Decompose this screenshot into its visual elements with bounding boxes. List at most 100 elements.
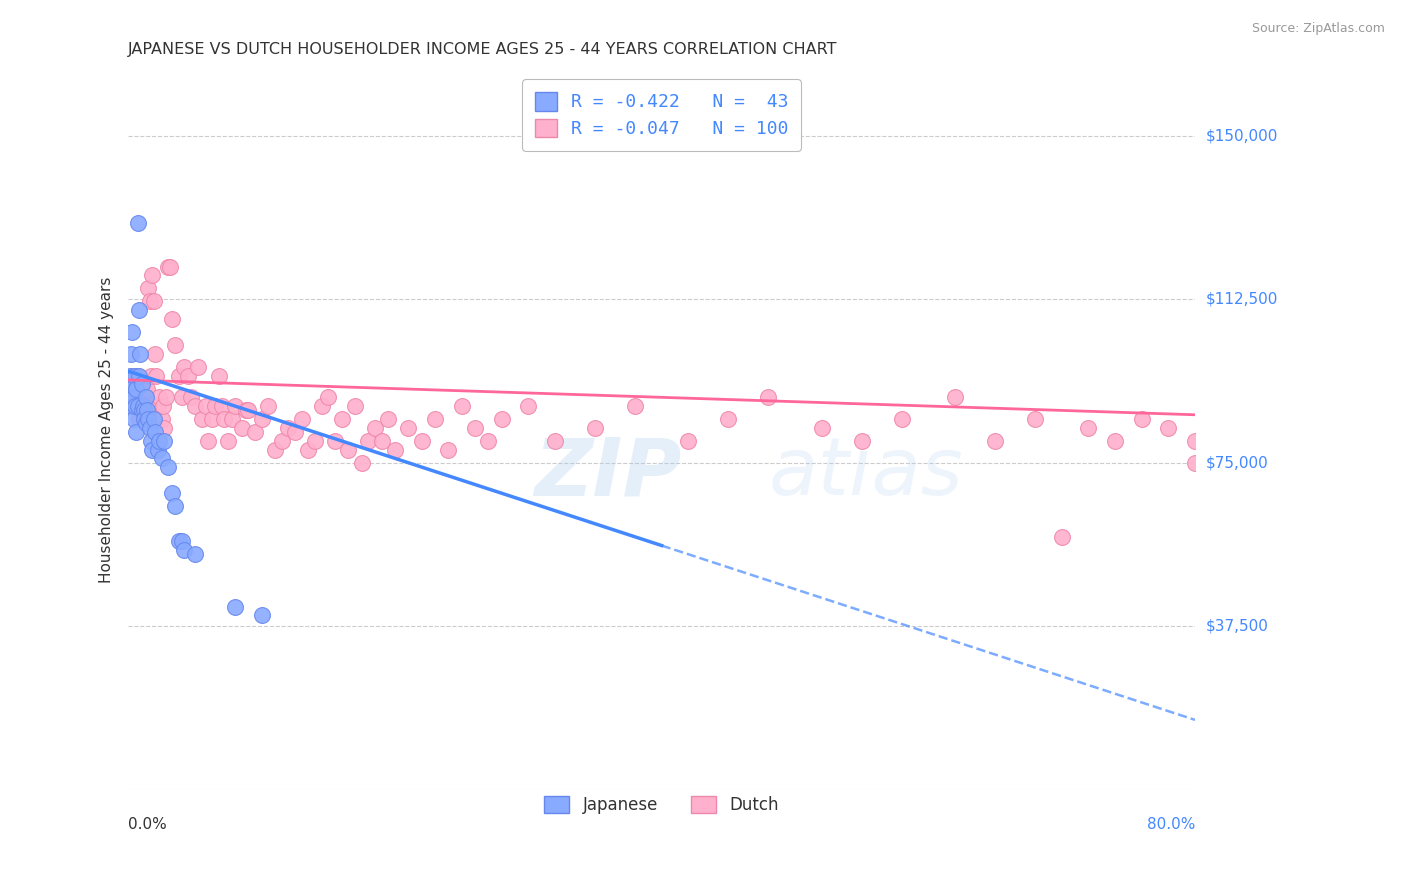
Point <box>148 434 170 448</box>
Point <box>124 399 146 413</box>
Point <box>180 390 202 404</box>
Point <box>159 260 181 274</box>
Point <box>350 456 373 470</box>
Point <box>323 434 346 448</box>
Point <box>127 368 149 383</box>
Point <box>135 417 157 431</box>
Text: $75,000: $75,000 <box>1206 455 1268 470</box>
Point <box>128 368 150 383</box>
Point <box>136 281 159 295</box>
Point <box>132 412 155 426</box>
Text: JAPANESE VS DUTCH HOUSEHOLDER INCOME AGES 25 - 44 YEARS CORRELATION CHART: JAPANESE VS DUTCH HOUSEHOLDER INCOME AGE… <box>128 42 838 57</box>
Point <box>173 359 195 374</box>
Point <box>311 399 333 413</box>
Point <box>544 434 567 448</box>
Point <box>167 368 190 383</box>
Point <box>139 434 162 448</box>
Point <box>128 412 150 426</box>
Point <box>135 403 157 417</box>
Point <box>208 368 231 383</box>
Point <box>135 390 157 404</box>
Point <box>756 390 779 404</box>
Point <box>122 390 145 404</box>
Point <box>217 434 239 448</box>
Point <box>316 390 339 404</box>
Point <box>138 421 160 435</box>
Point <box>125 399 148 413</box>
Point <box>450 399 472 413</box>
Point <box>343 399 366 413</box>
Point <box>411 434 433 448</box>
Point <box>141 268 163 283</box>
Point <box>125 382 148 396</box>
Text: $112,500: $112,500 <box>1206 292 1278 307</box>
Point <box>384 442 406 457</box>
Text: $150,000: $150,000 <box>1206 128 1278 144</box>
Point <box>224 399 246 413</box>
Point <box>131 377 153 392</box>
Point <box>717 412 740 426</box>
Point <box>184 547 207 561</box>
Point <box>304 434 326 448</box>
Point <box>396 421 419 435</box>
Point <box>1184 456 1206 470</box>
Point <box>135 399 157 413</box>
Point <box>163 338 186 352</box>
Point <box>370 434 392 448</box>
Point <box>184 399 207 413</box>
Point <box>128 303 150 318</box>
Point <box>153 434 176 448</box>
Point <box>143 425 166 440</box>
Point <box>157 260 180 274</box>
Point <box>201 412 224 426</box>
Point <box>214 412 236 426</box>
Point <box>121 325 143 339</box>
Point <box>150 412 173 426</box>
Point <box>129 347 152 361</box>
Point <box>173 542 195 557</box>
Point <box>146 399 169 413</box>
Text: ZIP: ZIP <box>534 434 681 512</box>
Point <box>364 421 387 435</box>
Point <box>142 412 165 426</box>
Point <box>1024 412 1046 426</box>
Text: atias: atias <box>768 434 963 512</box>
Point <box>150 451 173 466</box>
Point <box>132 399 155 413</box>
Point <box>250 608 273 623</box>
Point <box>624 399 647 413</box>
Point <box>243 425 266 440</box>
Point <box>190 412 212 426</box>
Point <box>134 403 156 417</box>
Point <box>141 442 163 457</box>
Point <box>943 390 966 404</box>
Point <box>142 294 165 309</box>
Point <box>139 368 162 383</box>
Point <box>357 434 380 448</box>
Point <box>163 500 186 514</box>
Point <box>122 412 145 426</box>
Point <box>162 311 184 326</box>
Point <box>124 368 146 383</box>
Point <box>122 390 145 404</box>
Point <box>377 412 399 426</box>
Point <box>152 399 174 413</box>
Text: 80.0%: 80.0% <box>1147 817 1195 832</box>
Point <box>224 599 246 614</box>
Point <box>204 399 226 413</box>
Point <box>194 399 217 413</box>
Point <box>437 442 460 457</box>
Point <box>138 294 160 309</box>
Point <box>134 382 156 396</box>
Point <box>155 390 177 404</box>
Point <box>148 390 170 404</box>
Point <box>170 390 193 404</box>
Point <box>1104 434 1126 448</box>
Point <box>121 399 143 413</box>
Point <box>131 390 153 404</box>
Point <box>678 434 700 448</box>
Point <box>477 434 499 448</box>
Point <box>491 412 513 426</box>
Point <box>297 442 319 457</box>
Point <box>464 421 486 435</box>
